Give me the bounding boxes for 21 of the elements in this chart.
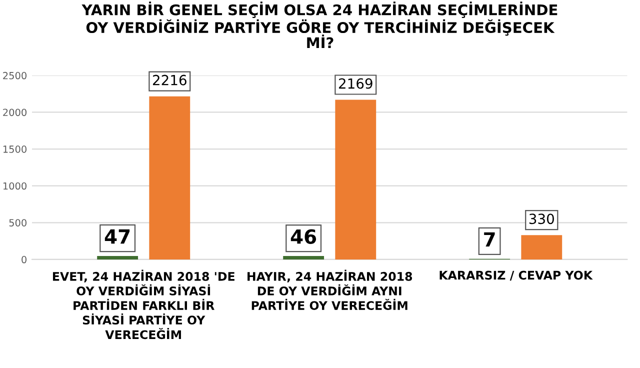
x-tick-label: HAYIR, 24 HAZİRAN 2018 DE OY VERDİĞİM AYNI PARTİYE OY VERECEĞİM [248, 270, 412, 310]
x-tick-label: KARARSIZ / CEVAP YOK [440, 270, 593, 281]
y-tick-label: 1000 [3, 182, 26, 190]
y-tick-label: 0 [22, 256, 26, 264]
y-tick-label: 500 [9, 219, 26, 226]
bar [149, 96, 190, 260]
data-label: 2169 [338, 78, 372, 89]
data-label: 7 [484, 232, 495, 247]
data-label: 2216 [152, 74, 186, 86]
x-tick-label: EVET, 24 HAZİRAN 2018 'DE OY VERDİĞİM SİYASİ PARTİDEN FARKLI BİR SİYASİ PARTİYE OY VERECEĞİM [52, 270, 234, 340]
y-tick-label: 2000 [3, 108, 26, 116]
bar [521, 235, 562, 260]
data-label: 330 [529, 214, 554, 224]
chart-title: YARIN BİR GENEL SEÇİM OLSA 24 HAZİRAN SEÇİMLERİNDE OY VERDİĞİNİZ PARTİYE GÖRE OY TERCİHİNİZ DEĞİŞECEK Mİ? [82, 2, 558, 48]
y-tick-label: 2500 [3, 72, 26, 80]
data-label: 46 [290, 229, 316, 244]
bar [283, 256, 324, 260]
bar [335, 100, 376, 260]
y-tick-label: 1500 [3, 146, 26, 153]
data-label: 47 [104, 229, 130, 244]
bar [97, 256, 138, 260]
